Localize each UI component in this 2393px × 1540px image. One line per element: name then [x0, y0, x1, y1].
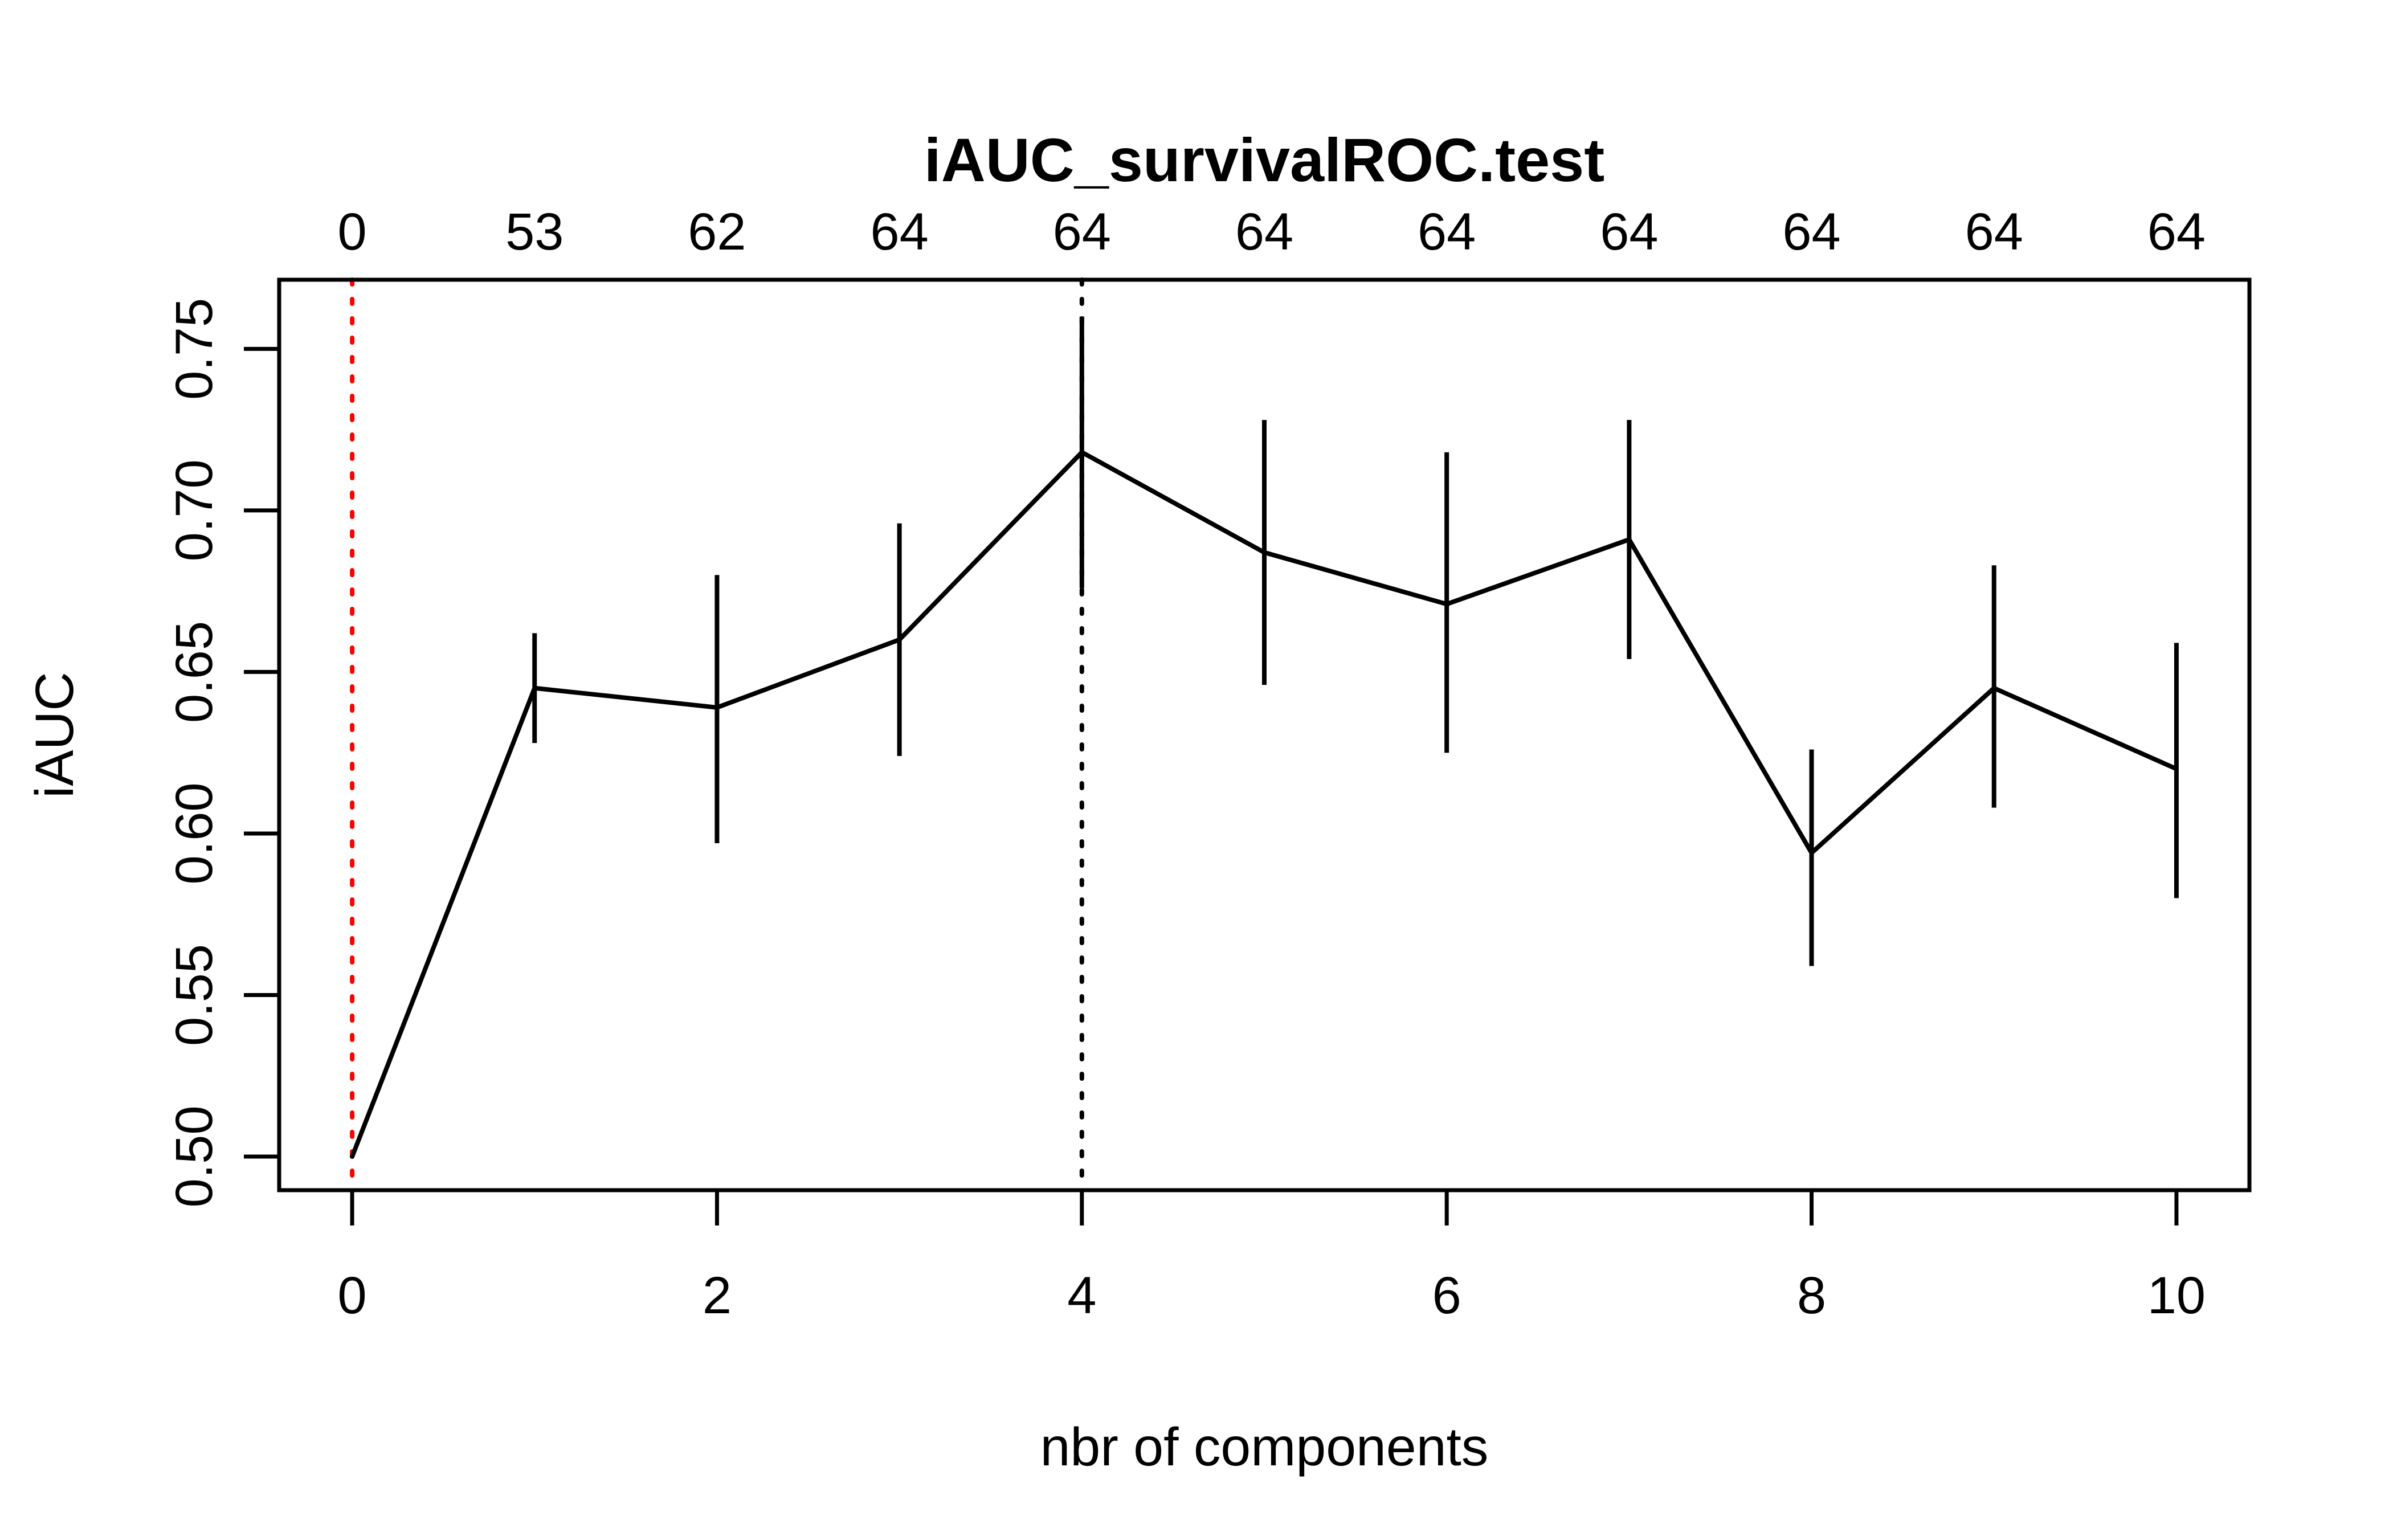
reference-lines [350, 277, 1084, 1192]
x-tick-label: 8 [1797, 1267, 1826, 1325]
top-axis-label: 64 [1418, 203, 1476, 261]
x-tick-label: 0 [337, 1267, 366, 1325]
top-axis-label: 64 [1600, 203, 1658, 261]
top-axis-label: 0 [337, 203, 366, 261]
top-axis-label: 64 [870, 203, 928, 261]
y-tick-label: 0.65 [165, 621, 223, 723]
x-tick-label: 6 [1432, 1267, 1461, 1325]
y-tick-label: 0.50 [165, 1105, 223, 1207]
top-axis-label: 64 [1235, 203, 1293, 261]
x-tick-label: 10 [2147, 1267, 2206, 1325]
top-axis-label: 64 [2147, 203, 2206, 261]
plot-border [277, 277, 2252, 1192]
top-axis: 0 53 62 64 64 64 64 64 64 64 64 [337, 203, 2206, 261]
top-axis-label: 64 [1965, 203, 2023, 261]
y-tick-label: 0.75 [165, 298, 223, 400]
x-axis: 0 2 4 6 8 10 [337, 1190, 2206, 1325]
x-tick-label: 4 [1067, 1267, 1096, 1325]
top-axis-label: 64 [1053, 203, 1111, 261]
top-axis-label: 64 [1782, 203, 1840, 261]
chart-title: iAUC_survivalROC.test [924, 125, 1604, 194]
y-tick-label: 0.55 [165, 944, 223, 1046]
y-tick-label: 0.60 [165, 782, 223, 884]
top-axis-label: 62 [688, 203, 746, 261]
x-axis-title: nbr of components [1040, 1417, 1489, 1477]
y-tick-label: 0.70 [165, 459, 223, 561]
x-tick-label: 2 [703, 1267, 732, 1325]
top-axis-label: 53 [505, 203, 563, 261]
y-axis-title: iAUC [24, 672, 85, 798]
data-line [350, 450, 2179, 1159]
y-axis: 0.50 0.55 0.60 0.65 0.70 0.75 [165, 298, 279, 1208]
